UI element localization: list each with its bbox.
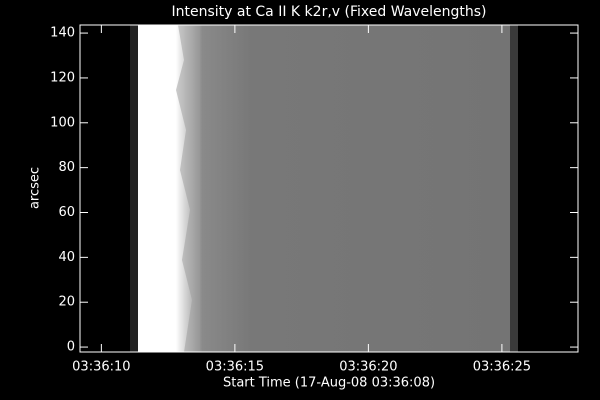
image — [138, 25, 516, 352]
plot-frame — [79, 24, 579, 353]
image-texture — [176, 25, 200, 352]
y-tick-label: 140 — [50, 26, 75, 41]
y-axis-title: arcsec — [28, 167, 43, 209]
x-axis-title: Start Time (17-Aug-08 03:36:08) — [223, 376, 435, 391]
image-edge — [130, 25, 138, 352]
x-tick-label: 03:36:25 — [473, 360, 531, 375]
y-tick-label: 60 — [58, 205, 75, 220]
x-tick-label: 03:36:10 — [72, 360, 130, 375]
y-tick-label: 20 — [58, 295, 75, 310]
y-tick-label: 80 — [58, 160, 75, 175]
y-tick-label: 40 — [58, 250, 75, 265]
x-tick-label: 03:36:15 — [206, 360, 264, 375]
y-tick-label: 120 — [50, 70, 75, 85]
chart-title: Intensity at Ca II K k2r,v (Fixed Wavele… — [172, 4, 487, 20]
y-tick-label: 0 — [67, 340, 75, 355]
y-tick-label: 100 — [50, 115, 75, 130]
x-tick-label: 03:36:20 — [339, 360, 397, 375]
image-edge — [510, 25, 518, 352]
